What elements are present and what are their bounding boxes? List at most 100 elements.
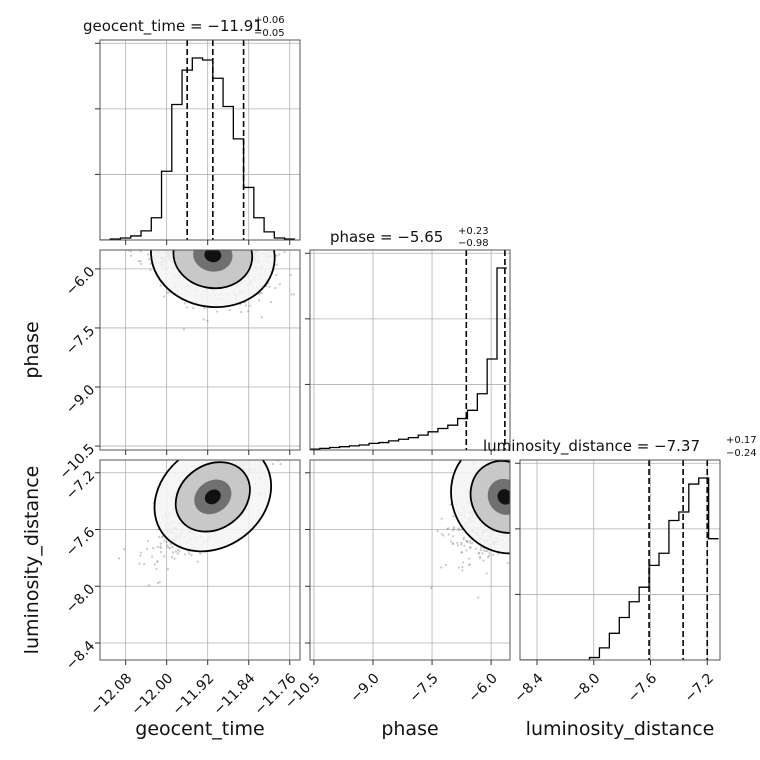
sample-point [531, 493, 533, 495]
sample-point [511, 489, 513, 491]
panel-phase-hist [305, 249, 511, 455]
sample-point [512, 479, 514, 481]
sample-point [239, 457, 241, 459]
sample-point [515, 473, 517, 475]
sample-point [446, 527, 449, 531]
sample-point [532, 469, 534, 471]
sample-point [462, 536, 465, 539]
sample-point [510, 505, 512, 507]
sample-point [524, 467, 526, 469]
title-phase-plus: +0.23 [458, 226, 489, 237]
sample-point [524, 457, 526, 459]
x-tick-label: −7.2 [682, 670, 717, 705]
sample-point [165, 541, 168, 544]
sample-point [534, 475, 536, 477]
sample-point [258, 299, 261, 302]
sample-point [261, 430, 263, 432]
sample-point [553, 484, 555, 486]
sample-point [538, 468, 540, 470]
sample-point [512, 510, 514, 512]
sample-point [515, 479, 517, 481]
sample-point [268, 285, 271, 289]
sample-point [219, 447, 221, 449]
sample-point [480, 435, 482, 437]
sample-point [550, 466, 552, 468]
sample-point [527, 477, 529, 479]
sample-point [514, 485, 516, 487]
sample-point [282, 402, 284, 404]
sample-point [511, 518, 513, 520]
sample-point [523, 492, 525, 494]
sample-point [534, 496, 536, 498]
sample-point [468, 563, 471, 566]
sample-point [139, 551, 143, 554]
histogram-phase [310, 267, 507, 450]
sample-point [522, 470, 524, 472]
sample-point [540, 485, 542, 487]
sample-point [260, 316, 263, 319]
sample-point [169, 543, 172, 546]
sample-point [117, 557, 121, 560]
panel-phase-vs-luminosity_distance [305, 435, 564, 665]
sample-point [513, 523, 515, 525]
sample-point [457, 566, 461, 569]
sample-point [557, 489, 559, 491]
sample-point [517, 485, 519, 487]
sample-point [525, 479, 527, 481]
sample-point [481, 552, 484, 555]
sample-point [228, 309, 232, 312]
sample-point [511, 485, 513, 487]
sample-point [510, 498, 512, 500]
sample-point [502, 457, 504, 459]
sample-point [517, 504, 519, 506]
sample-point [449, 540, 453, 543]
sample-point [462, 561, 465, 564]
sample-point [562, 470, 564, 472]
sample-point [217, 455, 219, 457]
sample-point [511, 534, 513, 536]
sample-point [515, 485, 517, 487]
sample-point [525, 502, 527, 504]
sample-point [512, 490, 514, 492]
sample-point [506, 561, 509, 565]
sample-point [539, 471, 541, 473]
sample-point [159, 284, 162, 287]
x-tick-label: −6.0 [466, 670, 501, 705]
sample-point [253, 457, 255, 459]
sample-point [153, 563, 157, 566]
title-phase: phase = −5.65 [330, 228, 443, 246]
sample-point [271, 462, 275, 466]
sample-point [505, 456, 507, 458]
sample-point [243, 456, 245, 458]
sample-point [536, 457, 538, 459]
sample-point [283, 251, 286, 254]
sample-point [548, 466, 550, 468]
title-luminosity-distance: luminosity_distance = −7.37 [483, 437, 700, 456]
sample-point [186, 306, 189, 309]
sample-point [451, 542, 454, 546]
sample-point [511, 472, 513, 474]
sample-point [130, 254, 133, 257]
sample-point [513, 468, 515, 470]
sample-point [512, 511, 514, 513]
sample-point [192, 306, 195, 310]
sample-point [251, 420, 253, 422]
sample-point [484, 549, 488, 553]
sample-point [251, 457, 253, 459]
sample-point [451, 529, 455, 532]
sample-point [468, 546, 472, 549]
sample-point [528, 487, 530, 489]
sample-point [456, 544, 459, 547]
sample-point [471, 541, 474, 545]
sample-point [242, 443, 244, 445]
sample-point [533, 471, 535, 473]
sample-point [456, 541, 459, 544]
sample-point [530, 510, 532, 512]
y-tick-label: −6.0 [63, 264, 98, 299]
sample-point [546, 484, 548, 486]
ylabel-luminosity-distance: luminosity_distance [21, 466, 43, 655]
sample-point [452, 527, 455, 530]
sample-point [166, 544, 169, 547]
sample-point [261, 441, 263, 443]
